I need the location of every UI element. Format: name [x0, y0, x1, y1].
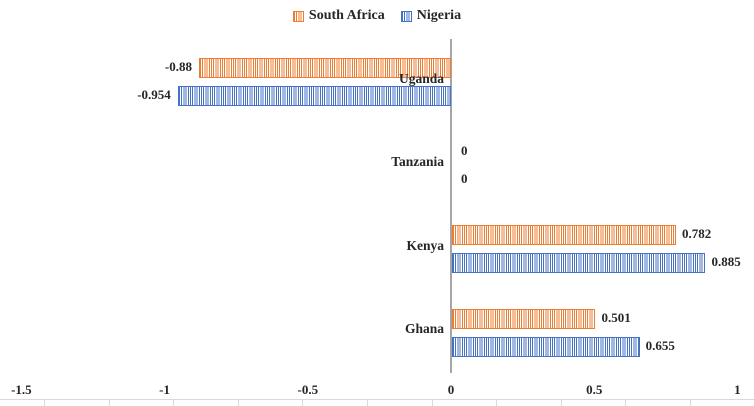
data-label-kenya-0: 0.782: [681, 226, 712, 241]
bar-south-africa-ghana: [452, 308, 596, 329]
x-tick-label--0.5: -0.5: [297, 382, 319, 397]
x-tick-label--1.5: -1.5: [11, 382, 32, 397]
worksheet-column-tick: [690, 400, 691, 406]
zero-axis-line: [450, 39, 452, 373]
data-label-kenya-1: 0.885: [711, 254, 741, 269]
bar-south-africa-uganda: [198, 58, 451, 78]
category-label-ghana: Ghana: [404, 321, 444, 337]
data-label-uganda-0: -0.88: [164, 59, 192, 74]
category-label-uganda: Uganda: [398, 70, 444, 86]
bar-south-africa-kenya: [452, 225, 676, 245]
worksheet-column-tick: [560, 400, 562, 406]
x-tick-label-1: 1: [734, 382, 741, 397]
data-label-uganda-1: -0.954: [137, 87, 171, 102]
legend-swatch-south-africa: [292, 10, 304, 22]
legend-item-nigeria: Nigeria: [400, 8, 462, 24]
worksheet-column-tick: [108, 400, 110, 406]
legend-item-south-africa: South Africa: [292, 8, 385, 24]
bar-nigeria-uganda: [177, 86, 451, 106]
chart-legend: South Africa Nigeria: [0, 6, 754, 26]
data-label-tanzania-1: 0: [461, 170, 468, 186]
data-label-ghana-0: 0.501: [601, 309, 631, 325]
worksheet-column-tick: [367, 400, 368, 406]
worksheet-column-tick: [625, 400, 627, 406]
worksheet-column-tick: [302, 400, 304, 406]
x-tick-label-0.5: 0.5: [586, 382, 603, 397]
legend-swatch-nigeria: [400, 10, 412, 22]
category-label-tanzania: Tanzania: [391, 154, 444, 170]
x-tick-label-0: 0: [447, 382, 455, 397]
worksheet-column-tick: [173, 400, 175, 406]
legend-label-nigeria: Nigeria: [416, 8, 462, 23]
worksheet-column-tick: [496, 400, 498, 406]
worksheet-gridline: [0, 399, 754, 400]
bar-nigeria-ghana: [452, 336, 640, 357]
legend-label-south-africa: South Africa: [308, 8, 385, 23]
x-tick-label--1: -1: [159, 382, 171, 397]
worksheet-column-tick: [44, 400, 45, 406]
bar-nigeria-kenya: [452, 253, 706, 273]
data-label-ghana-1: 0.655: [645, 337, 675, 353]
category-label-kenya: Kenya: [406, 237, 444, 253]
worksheet-column-tick: [431, 400, 433, 406]
worksheet-column-tick: [237, 400, 239, 406]
data-label-tanzania-0: 0: [461, 142, 468, 158]
